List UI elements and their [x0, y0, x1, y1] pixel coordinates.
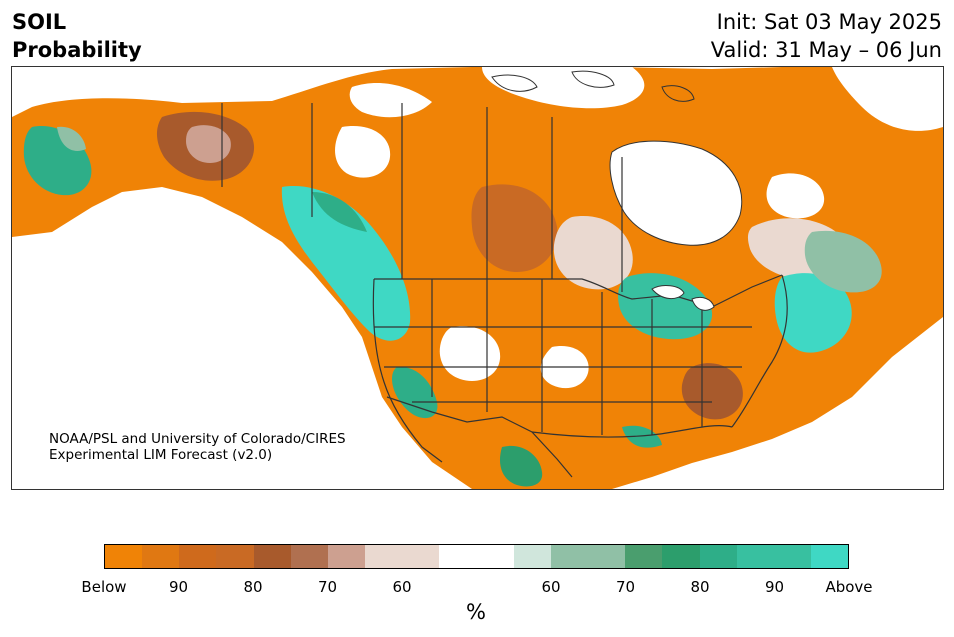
colorbar-tick-label: 70 [317, 578, 338, 596]
colorbar-tick-label: Below [81, 578, 127, 596]
colorbar-tick-label: 90 [764, 578, 785, 596]
canada-provinces [311, 103, 623, 292]
colorbar-segment [513, 545, 551, 568]
colorbar-tick-label: 80 [243, 578, 263, 596]
tan-midwest [553, 216, 633, 290]
colorbar-segment [365, 545, 403, 568]
white-north-canada [335, 126, 391, 178]
green-alaska-mint [57, 126, 86, 151]
white-labrador [766, 173, 825, 219]
colorbar-segment [662, 545, 700, 568]
forecast-map-canvas [12, 67, 943, 489]
credit-line-2: Experimental LIM Forecast (v2.0) [49, 447, 273, 463]
colorbar [104, 544, 849, 569]
state-lines-2 [374, 326, 752, 403]
state-lines-1 [431, 279, 703, 435]
west-coast [372, 278, 443, 463]
green-bc-edge [312, 192, 367, 232]
metric-label: Probability [12, 38, 142, 62]
colorbar-segment [439, 545, 477, 568]
hudson-bay-coast [609, 140, 743, 246]
green-mexico [499, 445, 543, 487]
colorbar-tick-label: 70 [615, 578, 636, 596]
colorbar-segment [253, 545, 291, 568]
colorbar-segment [588, 545, 626, 568]
colorbar-ticks: Below 90 80 70 60 60 70 80 90 Above [0, 578, 954, 598]
tan-alaska [186, 125, 231, 163]
map-title: SOIL Probability [12, 8, 142, 64]
colorbar-segment [476, 545, 514, 568]
us-mexico-border [386, 396, 573, 478]
colorbar-segment [290, 545, 328, 568]
green-bc-coast [281, 186, 411, 341]
brown-prairie [471, 184, 558, 272]
us-canada-border [374, 274, 783, 308]
brown-southeast [681, 363, 743, 420]
colorbar-segment [142, 545, 180, 568]
colorbar-segment [550, 545, 589, 568]
valid-range: Valid: 31 May – 06 Jun [710, 38, 942, 62]
date-info: Init: Sat 03 May 2025 Valid: 31 May – 06… [711, 8, 942, 64]
colorbar-segment [625, 545, 663, 568]
hudson-bay [610, 141, 742, 246]
green-northeast [774, 273, 852, 353]
colorbar-segment [736, 545, 774, 568]
borders [221, 103, 788, 478]
colorbar-segment [105, 545, 143, 568]
arctic-white-2 [349, 82, 432, 118]
credit-text: NOAA/PSL and University of Colorado/CIRE… [49, 431, 346, 463]
init-date: Init: Sat 03 May 2025 [716, 10, 942, 34]
great-lakes-outline [651, 285, 715, 311]
gulf-coast [531, 425, 733, 438]
colorbar-tick-label: 60 [541, 578, 561, 596]
colorbar-segment [179, 545, 217, 568]
colorbar-segment [810, 545, 849, 568]
arctic-islands [491, 70, 695, 102]
east-coast [731, 274, 788, 428]
credit-line-1: NOAA/PSL and University of Colorado/CIRE… [49, 431, 346, 447]
forecast-map [11, 66, 944, 490]
colorbar-tick-label: 80 [690, 578, 710, 596]
colorbar-segment [402, 545, 440, 568]
colorbar-segment [699, 545, 737, 568]
greenland-white [832, 67, 943, 131]
colorbar-tick-label: Above [825, 578, 873, 596]
green-california [392, 366, 438, 419]
green-quebec [804, 230, 882, 293]
variable-label: SOIL [12, 10, 67, 34]
colorbar-tick-label: 60 [392, 578, 412, 596]
colorbar-segment [327, 545, 366, 568]
green-great-lakes [618, 273, 713, 340]
colorbar-tick-label: 90 [168, 578, 189, 596]
colorbar-unit: % [466, 600, 486, 624]
colorbar-segment [216, 545, 254, 568]
colorbar-segment [773, 545, 811, 568]
